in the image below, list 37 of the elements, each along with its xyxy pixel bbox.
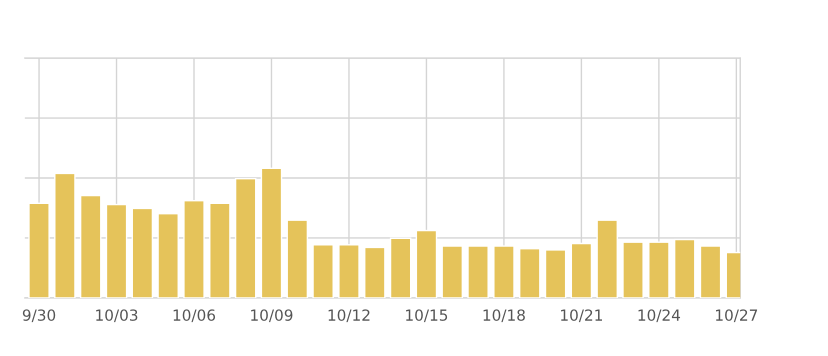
bar [518,248,541,298]
x-tick-label: 10/06 [174,309,216,322]
bar [596,219,618,298]
bar [622,242,644,298]
bar [467,245,489,298]
x-tick-label: 10/27 [716,309,758,322]
bar [674,238,696,298]
bar [390,238,412,298]
bar [544,249,566,298]
x-tick-label: 10/21 [561,309,602,322]
bar [132,208,154,298]
bar [416,230,438,298]
bar [286,219,308,298]
bar [493,245,515,298]
bar [106,204,128,298]
x-tick-label: 10/15 [406,309,448,322]
bar [338,244,360,298]
x-tick-label: 9/30 [22,309,56,322]
bar [80,194,102,298]
bar [364,246,386,298]
bar [54,172,76,298]
x-tick-label: 10/12 [328,309,370,322]
bar [570,242,592,298]
bar [234,178,256,298]
bar [209,202,231,298]
bar [183,200,205,298]
x-tick-label: 10/09 [251,309,292,322]
bar [157,212,179,298]
bar [28,202,50,298]
bar [442,245,464,298]
x-tick-label: 10/18 [484,309,525,322]
x-tick-label: 10/03 [96,309,138,322]
bar [312,244,334,298]
bar [648,242,670,298]
bar [260,168,282,298]
bar [700,245,722,298]
x-tick-label: 10/24 [638,309,680,322]
